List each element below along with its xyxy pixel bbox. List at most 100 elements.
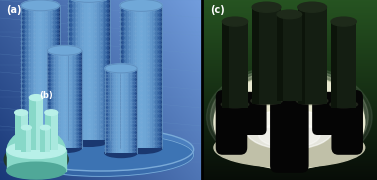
Polygon shape bbox=[55, 5, 56, 140]
Polygon shape bbox=[121, 68, 123, 153]
Polygon shape bbox=[123, 5, 124, 148]
Polygon shape bbox=[48, 50, 49, 148]
Polygon shape bbox=[121, 5, 122, 148]
Polygon shape bbox=[29, 5, 31, 140]
Polygon shape bbox=[51, 113, 58, 150]
Polygon shape bbox=[26, 128, 31, 152]
Ellipse shape bbox=[21, 135, 60, 146]
Polygon shape bbox=[56, 5, 57, 140]
Polygon shape bbox=[21, 128, 31, 152]
Polygon shape bbox=[113, 68, 115, 153]
Polygon shape bbox=[42, 5, 44, 140]
Polygon shape bbox=[70, 0, 72, 140]
Polygon shape bbox=[152, 5, 154, 148]
Polygon shape bbox=[80, 0, 82, 140]
Polygon shape bbox=[48, 5, 50, 140]
Polygon shape bbox=[139, 5, 141, 148]
Polygon shape bbox=[112, 68, 113, 153]
Polygon shape bbox=[76, 50, 77, 148]
Polygon shape bbox=[123, 68, 124, 153]
Polygon shape bbox=[87, 0, 89, 140]
Polygon shape bbox=[222, 22, 248, 108]
Polygon shape bbox=[331, 22, 356, 108]
Polygon shape bbox=[108, 0, 109, 140]
Polygon shape bbox=[25, 5, 26, 140]
Polygon shape bbox=[331, 22, 337, 108]
Polygon shape bbox=[298, 7, 305, 104]
Polygon shape bbox=[59, 50, 61, 148]
Polygon shape bbox=[107, 0, 108, 140]
Ellipse shape bbox=[105, 64, 137, 73]
Polygon shape bbox=[64, 50, 66, 148]
Polygon shape bbox=[52, 5, 53, 140]
Polygon shape bbox=[21, 113, 28, 150]
Polygon shape bbox=[44, 5, 46, 140]
Polygon shape bbox=[122, 5, 123, 148]
Ellipse shape bbox=[296, 97, 328, 105]
Polygon shape bbox=[82, 0, 84, 140]
Bar bbox=[7, 150, 66, 171]
FancyBboxPatch shape bbox=[216, 90, 247, 155]
Polygon shape bbox=[38, 5, 40, 140]
Polygon shape bbox=[36, 5, 38, 140]
Ellipse shape bbox=[48, 46, 82, 55]
Polygon shape bbox=[95, 0, 97, 140]
Polygon shape bbox=[45, 113, 58, 150]
Ellipse shape bbox=[7, 142, 66, 158]
Polygon shape bbox=[69, 0, 70, 140]
Ellipse shape bbox=[105, 148, 137, 158]
Polygon shape bbox=[72, 50, 73, 148]
Polygon shape bbox=[89, 0, 91, 140]
Ellipse shape bbox=[40, 125, 50, 130]
Polygon shape bbox=[129, 68, 130, 153]
Polygon shape bbox=[135, 5, 137, 148]
Polygon shape bbox=[70, 50, 72, 148]
Polygon shape bbox=[72, 0, 73, 140]
Polygon shape bbox=[150, 5, 152, 148]
Polygon shape bbox=[154, 5, 155, 148]
Ellipse shape bbox=[259, 122, 320, 148]
Polygon shape bbox=[146, 5, 148, 148]
Polygon shape bbox=[133, 68, 134, 153]
Polygon shape bbox=[75, 0, 76, 140]
Ellipse shape bbox=[298, 2, 326, 12]
Polygon shape bbox=[36, 98, 43, 150]
Polygon shape bbox=[133, 5, 135, 148]
Polygon shape bbox=[99, 0, 101, 140]
Polygon shape bbox=[26, 5, 28, 140]
Ellipse shape bbox=[214, 76, 365, 169]
Ellipse shape bbox=[67, 134, 110, 146]
Ellipse shape bbox=[8, 128, 194, 171]
Ellipse shape bbox=[251, 97, 282, 105]
FancyBboxPatch shape bbox=[242, 92, 267, 135]
Polygon shape bbox=[110, 68, 112, 153]
Text: (b): (b) bbox=[39, 91, 53, 100]
Polygon shape bbox=[106, 68, 107, 153]
Polygon shape bbox=[50, 50, 51, 148]
Ellipse shape bbox=[21, 0, 60, 11]
Polygon shape bbox=[222, 22, 229, 108]
Polygon shape bbox=[34, 5, 36, 140]
Polygon shape bbox=[130, 68, 132, 153]
Ellipse shape bbox=[220, 73, 359, 161]
Polygon shape bbox=[148, 5, 150, 148]
Polygon shape bbox=[78, 50, 80, 148]
Polygon shape bbox=[40, 5, 42, 140]
Ellipse shape bbox=[4, 143, 68, 176]
Polygon shape bbox=[22, 5, 23, 140]
Polygon shape bbox=[56, 50, 58, 148]
Polygon shape bbox=[32, 5, 34, 140]
Polygon shape bbox=[91, 0, 93, 140]
Polygon shape bbox=[78, 0, 80, 140]
Polygon shape bbox=[141, 5, 143, 148]
Polygon shape bbox=[46, 5, 48, 140]
Polygon shape bbox=[53, 50, 54, 148]
Polygon shape bbox=[108, 68, 109, 153]
Polygon shape bbox=[130, 5, 133, 148]
Ellipse shape bbox=[67, 0, 110, 2]
Ellipse shape bbox=[252, 2, 281, 12]
Ellipse shape bbox=[330, 101, 357, 108]
Polygon shape bbox=[45, 128, 50, 152]
Polygon shape bbox=[93, 0, 95, 140]
Ellipse shape bbox=[207, 65, 372, 169]
